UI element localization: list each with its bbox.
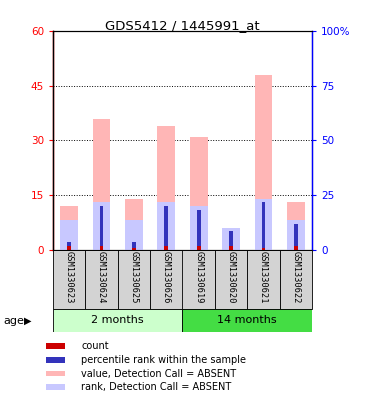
Bar <box>93 202 111 250</box>
Text: GSM1330625: GSM1330625 <box>130 252 138 304</box>
Bar <box>262 202 265 250</box>
Text: GSM1330621: GSM1330621 <box>259 252 268 304</box>
Bar <box>157 202 175 250</box>
Text: GDS5412 / 1445991_at: GDS5412 / 1445991_at <box>105 19 260 32</box>
Bar <box>93 119 111 250</box>
Bar <box>85 250 118 309</box>
Bar <box>182 309 312 332</box>
Bar <box>46 343 65 349</box>
Text: GSM1330624: GSM1330624 <box>97 252 106 304</box>
Bar <box>46 371 65 376</box>
Text: GSM1330620: GSM1330620 <box>227 252 235 304</box>
Bar <box>190 206 208 250</box>
Bar <box>118 250 150 309</box>
Bar <box>254 75 272 250</box>
Bar <box>247 250 280 309</box>
Text: GSM1330623: GSM1330623 <box>65 252 74 304</box>
Text: value, Detection Call = ABSENT: value, Detection Call = ABSENT <box>81 369 237 378</box>
Bar <box>100 206 103 250</box>
Text: ▶: ▶ <box>24 316 31 326</box>
Bar <box>132 242 136 250</box>
Text: count: count <box>81 341 109 351</box>
Bar <box>132 248 136 250</box>
Bar <box>229 246 233 250</box>
Bar <box>67 242 71 250</box>
Bar <box>125 220 143 250</box>
Text: rank, Detection Call = ABSENT: rank, Detection Call = ABSENT <box>81 382 232 392</box>
Bar <box>280 250 312 309</box>
Bar <box>294 224 298 250</box>
Bar <box>262 248 265 250</box>
Bar <box>150 250 182 309</box>
Bar <box>164 246 168 250</box>
Text: age: age <box>4 316 24 326</box>
Text: GSM1330626: GSM1330626 <box>162 252 171 304</box>
Text: percentile rank within the sample: percentile rank within the sample <box>81 355 246 365</box>
Bar <box>287 220 305 250</box>
Bar <box>287 202 305 250</box>
Bar <box>53 250 85 309</box>
Bar <box>222 228 240 250</box>
Bar <box>67 246 71 250</box>
Bar <box>60 220 78 250</box>
Bar <box>53 309 182 332</box>
Bar <box>125 198 143 250</box>
Text: 14 months: 14 months <box>218 315 277 325</box>
Bar <box>60 206 78 250</box>
Bar <box>222 235 240 250</box>
Bar <box>229 231 233 250</box>
Bar <box>254 198 272 250</box>
Text: GSM1330622: GSM1330622 <box>291 252 300 304</box>
Text: GSM1330619: GSM1330619 <box>194 252 203 304</box>
Bar <box>46 384 65 390</box>
Bar <box>46 357 65 363</box>
Bar <box>190 137 208 250</box>
Bar <box>164 206 168 250</box>
Text: 2 months: 2 months <box>91 315 144 325</box>
Bar <box>215 250 247 309</box>
Bar <box>182 250 215 309</box>
Bar <box>157 126 175 250</box>
Bar <box>294 246 298 250</box>
Bar <box>197 246 201 250</box>
Bar <box>197 209 201 250</box>
Bar <box>100 246 103 250</box>
